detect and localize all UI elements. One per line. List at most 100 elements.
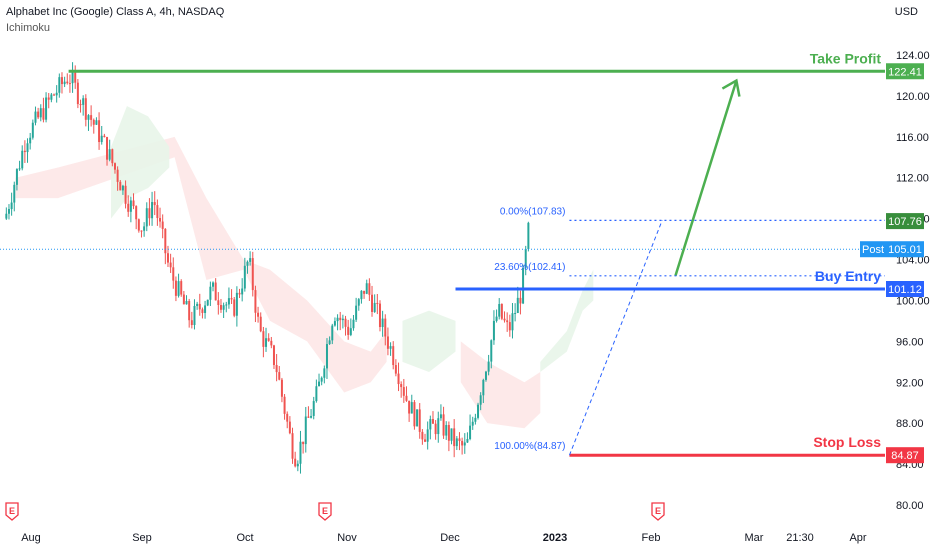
candle-body <box>31 122 34 138</box>
candle-body <box>113 163 116 170</box>
candle-body <box>108 149 111 160</box>
candle-body <box>225 304 228 306</box>
candle-body <box>190 320 193 326</box>
y-tick-label: 100.00 <box>896 295 930 307</box>
candle-body <box>299 441 302 464</box>
candle-body <box>18 168 21 170</box>
candle-body <box>498 304 501 317</box>
candle-body <box>482 379 485 396</box>
candle-body <box>74 72 77 83</box>
candle-body <box>26 143 29 153</box>
candle-body <box>151 202 154 219</box>
candle-body <box>254 290 257 313</box>
candle-body <box>119 181 122 191</box>
candle-body <box>384 318 387 337</box>
candle-body <box>42 108 45 120</box>
candle-body <box>463 442 466 446</box>
candle-body <box>469 425 472 440</box>
candle-body <box>257 312 260 317</box>
y-tick-label: 104.00 <box>896 255 930 267</box>
candle-body <box>328 340 331 345</box>
candle-body <box>286 413 289 422</box>
candle-body <box>145 208 148 227</box>
y-tick-label: 96.00 <box>896 336 924 348</box>
candle-body <box>206 299 209 306</box>
candle-body <box>339 317 342 321</box>
candle-body <box>458 438 461 441</box>
candle-body <box>522 267 525 304</box>
candle-body <box>76 82 79 105</box>
x-tick-label: Feb <box>642 532 661 544</box>
candle-body <box>397 373 400 385</box>
candle-body <box>82 98 85 105</box>
candle-body <box>453 428 456 447</box>
candle-body <box>161 221 164 229</box>
candle-body <box>474 417 477 422</box>
post-price-tag-prefix-text: Post <box>862 244 884 256</box>
candle-body <box>503 318 506 321</box>
candle-body <box>185 300 188 305</box>
candle-body <box>410 402 413 414</box>
candle-body <box>315 386 318 402</box>
candle-body <box>251 258 254 291</box>
candle-body <box>55 92 58 96</box>
candle-body <box>193 305 196 326</box>
candle-body <box>21 150 24 169</box>
x-tick-label: 21:30 <box>786 532 814 544</box>
candle-body <box>60 77 63 85</box>
candle-body <box>461 440 464 446</box>
candle-body <box>341 318 344 321</box>
candle-body <box>182 294 185 305</box>
candle-body <box>280 379 283 397</box>
candle-body <box>373 302 376 312</box>
candle-body <box>524 249 527 268</box>
x-axis[interactable]: Aug Sep Oct Nov Dec 2023 Feb Mar 21:30 Apr <box>21 532 867 544</box>
candle-body <box>413 402 416 427</box>
candle-body <box>450 428 453 441</box>
candle-body <box>442 414 445 436</box>
candle-body <box>394 365 397 374</box>
fibonacci-levels: 0.00%(107.83) 23.60%(102.41) 100.00%(84.87… <box>494 206 885 456</box>
candle-body <box>180 281 183 295</box>
take-profit-tag <box>886 63 924 80</box>
buy-entry-tag <box>886 281 924 297</box>
candle-body <box>95 120 98 125</box>
candle-body <box>479 395 482 405</box>
earnings-e-glyph: E <box>655 506 661 516</box>
earnings-e-glyph: E <box>322 506 328 516</box>
stop-loss-tag-text: 84.87 <box>891 450 919 462</box>
y-tick-label: 124.00 <box>896 50 930 62</box>
candle-body <box>241 288 244 295</box>
candle-body <box>447 425 450 441</box>
candle-body <box>233 299 236 316</box>
candle-body <box>100 135 103 143</box>
cloud-bearish <box>460 341 541 429</box>
candle-body <box>135 206 138 220</box>
candle-body <box>333 321 336 326</box>
candle-body <box>217 300 220 306</box>
post-price-tag <box>886 241 924 258</box>
earnings-e-icon <box>5 502 19 521</box>
indicator-label[interactable]: Ichimoku <box>6 22 51 34</box>
candle-body <box>270 340 273 346</box>
candle-body <box>169 262 172 268</box>
candle-body <box>408 400 411 414</box>
candle-body <box>121 185 124 191</box>
candle-body <box>445 425 448 436</box>
candle-body <box>34 111 37 123</box>
candle-body <box>291 433 294 459</box>
fib-trend-line <box>568 220 663 456</box>
candle-body <box>124 185 127 204</box>
candle-body <box>307 416 310 418</box>
take-profit-tag-text: 122.41 <box>888 66 922 78</box>
cloud-bearish <box>15 136 387 393</box>
candle-body <box>283 396 286 414</box>
last-price-tag-text: 107.76 <box>888 216 922 228</box>
candle-body <box>484 371 487 380</box>
candle-body <box>209 286 212 300</box>
candle-body <box>10 202 13 210</box>
candle-body <box>344 318 347 327</box>
candle-body <box>519 297 522 304</box>
